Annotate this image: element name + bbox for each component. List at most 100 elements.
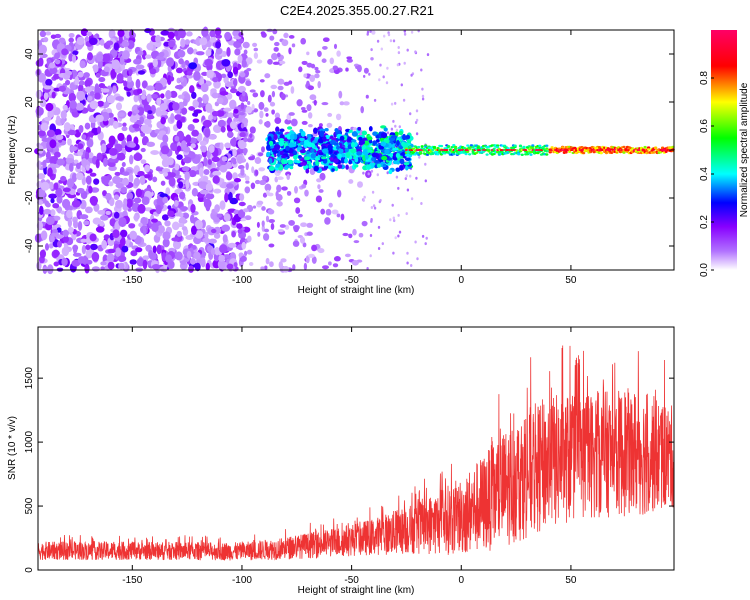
spectrogram-cell — [270, 84, 278, 90]
spectrogram-cell — [398, 230, 402, 234]
spectrogram-cell — [402, 133, 407, 141]
spectrogram-cells — [34, 26, 675, 275]
spectrogram-cell — [248, 261, 254, 267]
spectrogram-cell — [261, 175, 268, 181]
spectrogram-cell — [368, 126, 373, 132]
spectrogram-cell — [115, 96, 124, 101]
spectrogram-cell — [135, 188, 143, 198]
spectrogram-cell — [305, 150, 310, 155]
spectrogram-cell — [284, 118, 292, 125]
spectrogram-cell — [96, 53, 104, 62]
spectrogram-cell — [205, 49, 212, 57]
spectrogram-cell — [188, 265, 194, 273]
spectrogram-cell — [262, 233, 270, 241]
spectrogram-cell — [300, 222, 308, 228]
spectrogram-cell — [224, 31, 232, 41]
spectrogram-cell — [406, 261, 409, 265]
spectrogram-cell — [218, 254, 225, 262]
spectrogram-cell — [36, 173, 46, 180]
spectrogram-cell — [371, 190, 375, 194]
spectrogram-cell — [253, 47, 259, 52]
spectrogram-cell — [541, 147, 545, 150]
spectrogram-cell — [345, 67, 349, 72]
spectrogram-cell — [150, 150, 160, 156]
spectrogram-cell — [315, 195, 323, 203]
spectrogram-cell — [120, 186, 128, 194]
spectrogram-cell — [40, 181, 50, 191]
spectrogram-cell — [53, 249, 60, 258]
snr-y-ticks: 0 500 1000 1500 — [24, 367, 674, 573]
spectrogram-cell — [395, 175, 399, 179]
spectrogram-cell — [236, 223, 243, 229]
spectrogram-cell — [230, 88, 237, 94]
spectrogram-cell — [178, 58, 184, 65]
spectrogram-cell — [91, 251, 100, 262]
spectrogram-cell — [398, 130, 404, 136]
spectrogram-cell — [181, 226, 188, 231]
spectrogram-cell — [121, 126, 128, 132]
spectrogram-cell — [45, 202, 51, 208]
spectrogram-cell — [116, 152, 126, 161]
spectrogram-cell — [190, 203, 196, 213]
spectrogram-cell — [409, 112, 412, 116]
spectrogram-cell — [185, 179, 190, 190]
spectrogram-cell — [281, 186, 288, 191]
spectrogram-cell — [520, 153, 524, 156]
spectrogram-cell — [369, 29, 372, 33]
spectrogram-cell — [81, 134, 87, 140]
spectrogram-cell — [383, 127, 388, 132]
spectrogram-cell — [366, 32, 369, 36]
spectrogram-cell — [95, 158, 100, 169]
spectrogram-cell — [389, 39, 393, 43]
spectrogram-cell — [261, 206, 266, 211]
spectrogram-cell — [269, 35, 275, 41]
spectrogram-cell — [253, 52, 259, 59]
spectrogram-cell — [358, 140, 366, 145]
spectrogram-cell — [56, 195, 63, 204]
spectrogram-cell — [338, 90, 343, 99]
spectrogram-cell — [300, 37, 307, 45]
spectrogram-cell — [239, 112, 246, 116]
spectrogram-cell — [224, 142, 232, 149]
spectrogram-cell — [350, 148, 357, 154]
spectrogram-cell — [128, 223, 136, 229]
spectrogram-cell — [172, 239, 182, 250]
spectrogram-cell — [167, 157, 174, 166]
spectrogram-cell — [340, 213, 345, 221]
spectrogram-cell — [221, 58, 231, 67]
spectrogram-cell — [190, 225, 197, 236]
spectrogram-cell — [220, 125, 226, 133]
spectrogram-cell — [301, 120, 308, 125]
spectrogram-cell — [72, 244, 79, 251]
spectrogram-cell — [137, 170, 145, 177]
spectrogram-cell — [338, 148, 344, 154]
spectrogram-cell — [76, 36, 85, 46]
spectrogram-cell — [288, 35, 295, 39]
spectrogram-cell — [421, 97, 425, 101]
spectrogram-cell — [231, 230, 236, 238]
spectrogram-cell — [89, 243, 98, 251]
x-tick-label: -150 — [122, 575, 142, 586]
spectrogram-cell — [140, 132, 146, 137]
spectrogram-cell — [248, 156, 255, 161]
spectrogram-cell — [122, 171, 130, 176]
spectrogram-cell — [188, 62, 198, 70]
spectrogram-cell — [307, 123, 313, 128]
spectrogram-cell — [155, 34, 161, 44]
spectrogram-cell — [200, 145, 208, 153]
spectrogram-cell — [46, 264, 54, 275]
spectrogram-cell — [273, 134, 278, 141]
spectrogram-cell — [39, 30, 47, 38]
spectrogram-cell — [45, 102, 54, 112]
spectrogram-cell — [299, 236, 306, 244]
spectrogram-cell — [237, 228, 243, 234]
spectrogram-cell — [55, 187, 63, 198]
spectrogram-cell — [244, 175, 250, 181]
spectrogram-cell — [117, 132, 125, 142]
spectrogram-cell — [54, 59, 61, 65]
spectrogram-cell — [129, 29, 135, 39]
spectrogram-cell — [36, 160, 42, 170]
spectrogram-cell — [177, 49, 186, 58]
spectrogram-cell — [115, 247, 122, 258]
spectrogram-cell — [238, 32, 244, 37]
